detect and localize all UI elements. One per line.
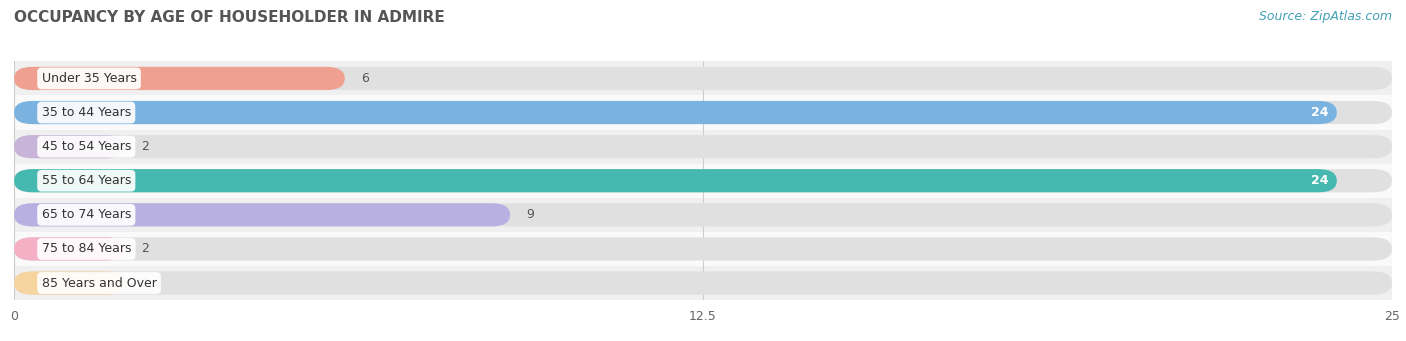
Text: 2: 2	[141, 277, 149, 290]
Text: 24: 24	[1310, 174, 1329, 187]
FancyBboxPatch shape	[14, 169, 1337, 192]
FancyBboxPatch shape	[14, 101, 1337, 124]
FancyBboxPatch shape	[14, 203, 510, 226]
Text: 35 to 44 Years: 35 to 44 Years	[42, 106, 131, 119]
FancyBboxPatch shape	[14, 67, 344, 90]
Bar	[14, 198, 1392, 232]
FancyBboxPatch shape	[14, 67, 1392, 90]
FancyBboxPatch shape	[14, 237, 124, 261]
FancyBboxPatch shape	[14, 237, 1392, 261]
Bar	[14, 130, 1392, 164]
Text: 2: 2	[141, 242, 149, 255]
FancyBboxPatch shape	[14, 135, 1392, 158]
FancyBboxPatch shape	[14, 271, 1392, 295]
Text: 45 to 54 Years: 45 to 54 Years	[42, 140, 131, 153]
Bar	[14, 164, 1392, 198]
Text: 9: 9	[527, 208, 534, 221]
Text: 55 to 64 Years: 55 to 64 Years	[42, 174, 131, 187]
Bar	[14, 95, 1392, 130]
Text: 24: 24	[1310, 106, 1329, 119]
Text: OCCUPANCY BY AGE OF HOUSEHOLDER IN ADMIRE: OCCUPANCY BY AGE OF HOUSEHOLDER IN ADMIR…	[14, 10, 444, 25]
FancyBboxPatch shape	[14, 135, 124, 158]
Bar	[14, 61, 1392, 95]
FancyBboxPatch shape	[14, 271, 124, 295]
Text: 2: 2	[141, 140, 149, 153]
FancyBboxPatch shape	[14, 101, 1392, 124]
Text: 6: 6	[361, 72, 370, 85]
Text: Source: ZipAtlas.com: Source: ZipAtlas.com	[1258, 10, 1392, 23]
Text: 85 Years and Over: 85 Years and Over	[42, 277, 156, 290]
FancyBboxPatch shape	[14, 169, 1392, 192]
Text: Under 35 Years: Under 35 Years	[42, 72, 136, 85]
Bar	[14, 232, 1392, 266]
FancyBboxPatch shape	[14, 203, 1392, 226]
Text: 75 to 84 Years: 75 to 84 Years	[42, 242, 131, 255]
Bar	[14, 266, 1392, 300]
Text: 65 to 74 Years: 65 to 74 Years	[42, 208, 131, 221]
